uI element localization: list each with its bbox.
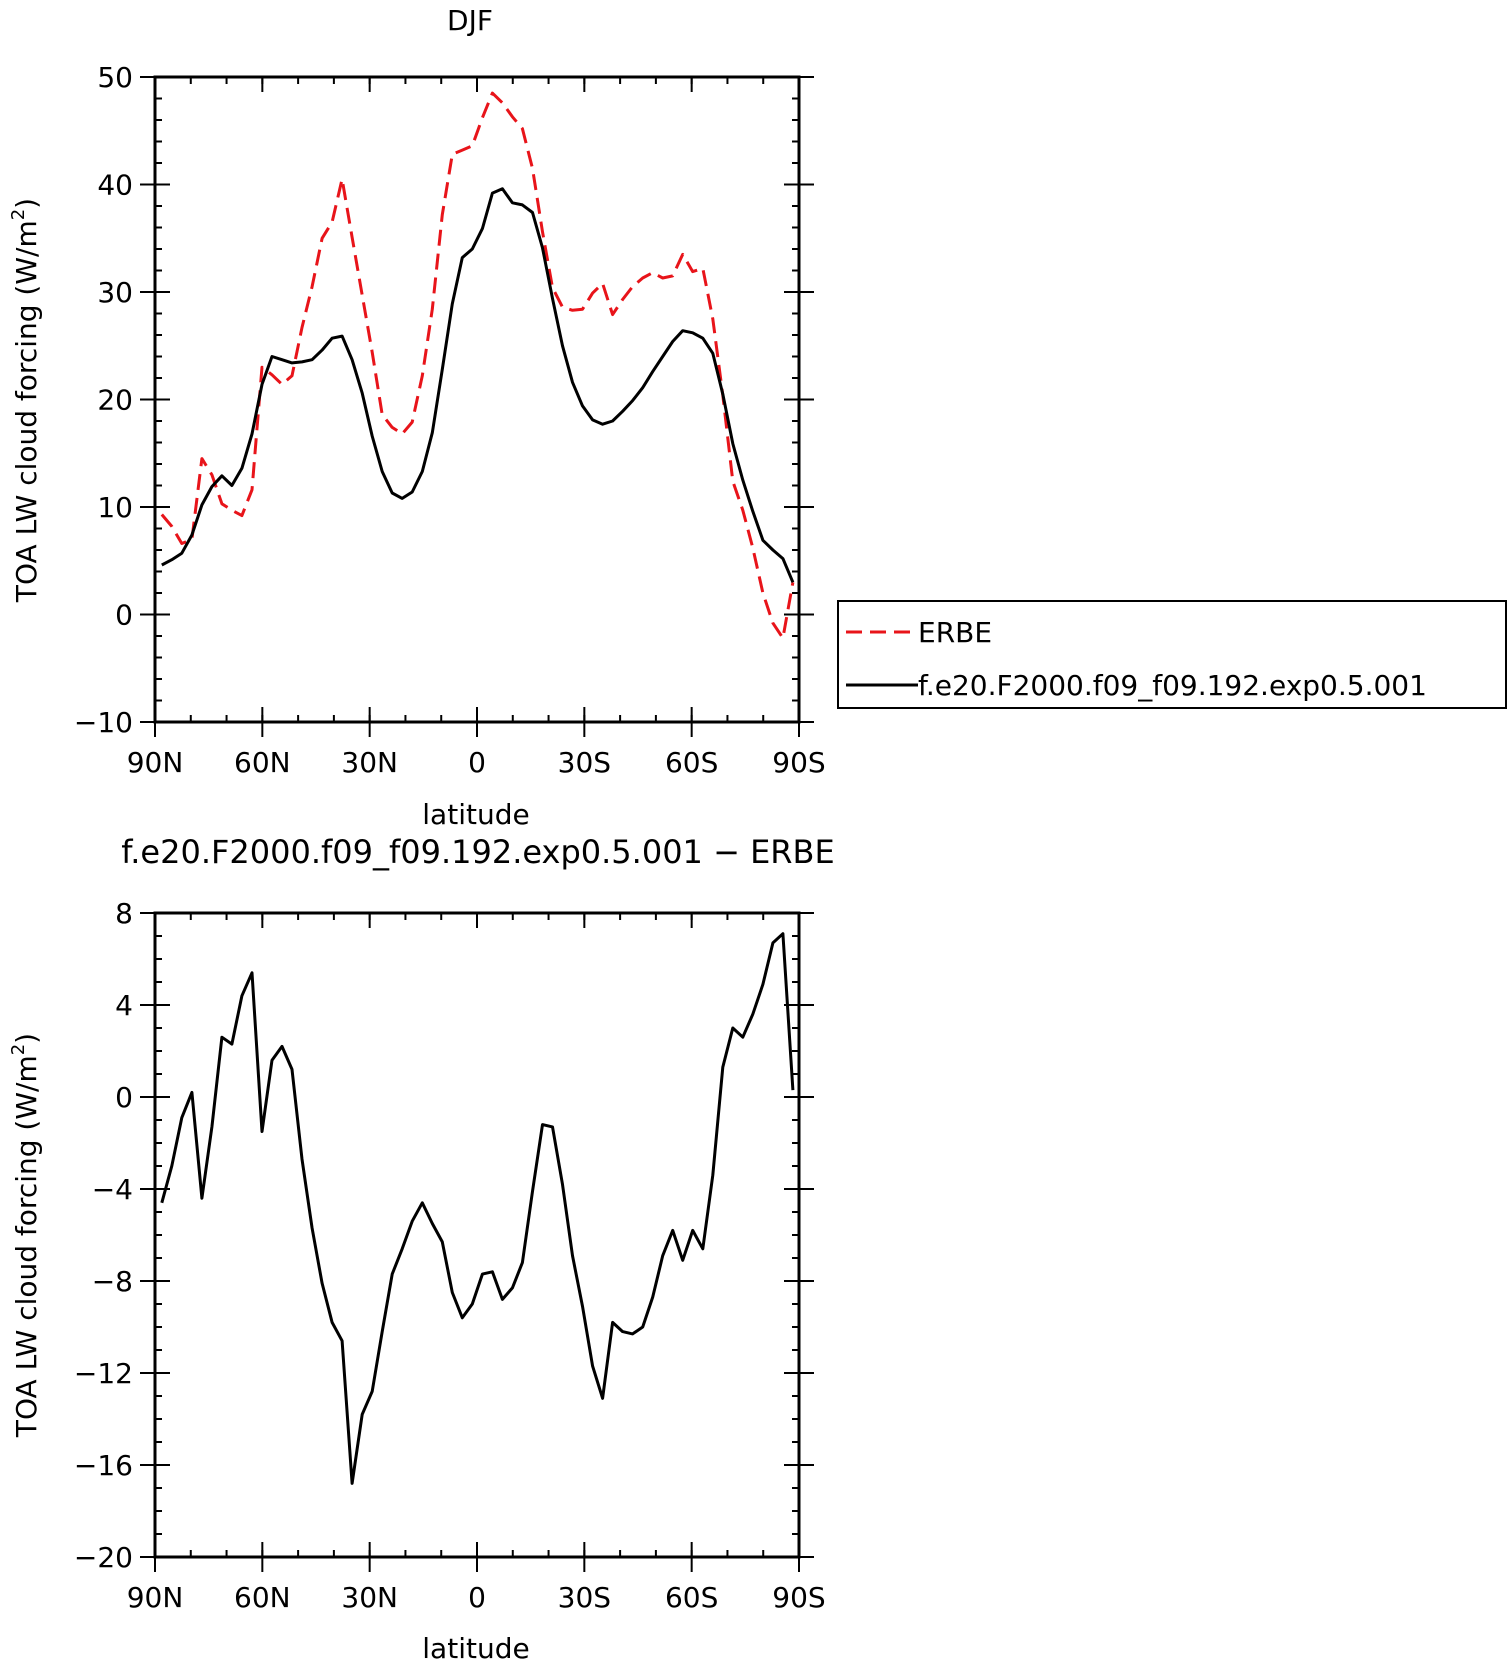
legend-label-erbe: ERBE	[918, 616, 992, 649]
plot-frame	[153, 75, 801, 724]
y-axis-label-suffix: )	[10, 198, 43, 209]
y-tick-label: 8	[115, 897, 133, 930]
y-axis-label-sup: 2	[8, 1044, 29, 1055]
series-line-model	[161, 187, 795, 583]
y-tick-label: 4	[115, 989, 133, 1022]
panel-bottom: f.e20.F2000.f09_f09.192.exp0.5.001 − ERB…	[8, 833, 835, 1665]
x-tick-label: 30S	[558, 1581, 611, 1614]
x-axis-label: latitude	[422, 1632, 529, 1665]
y-tick-label: 50	[97, 61, 133, 94]
y-tick-label: −10	[74, 706, 133, 739]
plot-area-top: 90N 60N 30N 0 30S 60S 90S −10 0 10 20 30 40 50	[74, 61, 826, 779]
series-line-erbe	[160, 91, 795, 640]
x-tick-label: 30N	[341, 1581, 398, 1614]
series-line-difference	[160, 932, 795, 1485]
y-axis-label-main: TOA LW cloud forcing (W/m	[10, 1055, 43, 1438]
x-tick-label: 90S	[772, 1581, 825, 1614]
y-tick-label: 0	[115, 1081, 133, 1114]
plot-area-bottom: 90N 60N 30N 0 30S 60S 90S −20 −16 −12 −8 −4 0 4 8	[74, 897, 826, 1614]
plot-frame	[153, 911, 801, 1559]
x-tick-label: 60S	[665, 1581, 718, 1614]
x-axis-label: latitude	[422, 798, 529, 831]
x-tick-label: 60S	[665, 746, 718, 779]
legend: ERBE f.e20.F2000.f09_f09.192.exp0.5.001	[837, 600, 1507, 709]
panel-top: DJF 90N 60N 30N 0 30S 60S 90S −10 0 10 20 30 40 50 la…	[8, 4, 1507, 831]
y-tick-label: 40	[97, 169, 133, 202]
chart-title: DJF	[447, 4, 493, 37]
x-tick-label: 90N	[127, 746, 184, 779]
x-tick-label: 0	[468, 746, 486, 779]
y-tick-label: −12	[74, 1357, 133, 1390]
y-axis-label-main: TOA LW cloud forcing (W/m	[10, 220, 43, 603]
y-tick-label: −8	[92, 1265, 133, 1298]
legend-label-model: f.e20.F2000.f09_f09.192.exp0.5.001	[918, 669, 1427, 702]
y-tick-label: −16	[74, 1449, 133, 1482]
x-tick-label: 90S	[772, 746, 825, 779]
x-tick-label: 0	[468, 1581, 486, 1614]
y-tick-label: 10	[97, 491, 133, 524]
y-axis-label: TOA LW cloud forcing (W/m2)	[8, 198, 43, 603]
y-tick-label: 0	[115, 599, 133, 632]
y-tick-label: 30	[97, 276, 133, 309]
y-tick-label: −4	[92, 1173, 133, 1206]
y-tick-label: −20	[74, 1541, 133, 1574]
x-tick-label: 30S	[558, 746, 611, 779]
x-tick-label: 30N	[341, 746, 398, 779]
legend-box	[837, 600, 1507, 709]
y-tick-label: 20	[97, 384, 133, 417]
x-tick-label: 60N	[234, 1581, 291, 1614]
chart-title: f.e20.F2000.f09_f09.192.exp0.5.001 − ERB…	[121, 833, 834, 871]
y-axis-label: TOA LW cloud forcing (W/m2)	[8, 1033, 43, 1438]
x-tick-label: 60N	[234, 746, 291, 779]
y-axis-label-suffix: )	[10, 1033, 43, 1044]
y-axis-label-sup: 2	[8, 209, 29, 220]
x-tick-label: 90N	[127, 1581, 184, 1614]
